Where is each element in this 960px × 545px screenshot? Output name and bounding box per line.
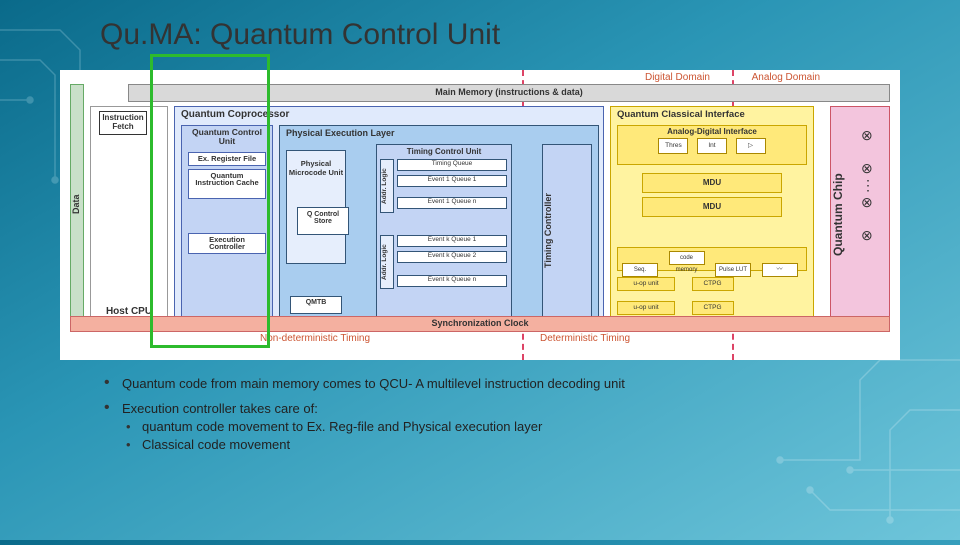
block-qcu: Quantum Control Unit Ex. Register File Q…	[181, 125, 273, 321]
label-digital-domain: Digital Domain	[645, 72, 710, 83]
block-adi: Analog-Digital Interface Thres Int ▷	[617, 125, 807, 165]
label-pel: Physical Execution Layer	[286, 128, 395, 138]
block-sync-clock: Synchronization Clock	[70, 316, 890, 332]
block-uop-unit: u-op unit	[617, 277, 675, 291]
bullet-item: Quantum code from main memory comes to Q…	[104, 376, 920, 391]
block-timing-queue: Timing Queue	[397, 159, 507, 171]
block-seq: Seq.	[622, 263, 658, 277]
block-main-memory: Main Memory (instructions & data)	[128, 84, 890, 102]
label-qcu: Quantum Control Unit	[182, 126, 272, 149]
block-addr-logic: Addr. Logic	[380, 235, 394, 289]
block-data-bus: Data	[70, 84, 84, 324]
label-deterministic: Deterministic Timing	[540, 333, 630, 344]
label-nondeterministic: Non-deterministic Timing	[260, 333, 370, 344]
block-int: Int	[697, 138, 727, 154]
sub-bullet-item: Classical code movement	[122, 437, 920, 452]
block-quantum-coprocessor: Quantum Coprocessor Quantum Control Unit…	[174, 106, 604, 324]
block-qcs: Q Control Store	[297, 207, 349, 235]
block-mdu: MDU	[642, 197, 782, 217]
block-tcu: Timing Control Unit Addr. Logic Timing Q…	[376, 144, 512, 318]
block-thres: Thres	[658, 138, 688, 154]
block-qmtb: QMTB	[290, 296, 342, 314]
block-qic: Quantum Instruction Cache	[188, 169, 266, 199]
sub-bullet-item: quantum code movement to Ex. Reg-file an…	[122, 419, 920, 434]
block-ex-register-file: Ex. Register File	[188, 152, 266, 166]
block-ctpg: CTPG	[692, 301, 734, 315]
label-adi: Analog-Digital Interface	[618, 126, 806, 137]
label-qci: Quantum Classical Interface	[617, 109, 745, 120]
block-sequencer: Seq. code memory Pulse LUT 〰	[617, 247, 807, 271]
waveform-icon: 〰	[762, 263, 798, 277]
bullet-list: Quantum code from main memory comes to Q…	[104, 376, 920, 462]
block-event-queue: Event 1 Queue n	[397, 197, 507, 209]
block-event-queue: Event k Queue n	[397, 275, 507, 287]
block-physical-execution-layer: Physical Execution Layer Physical Microc…	[279, 125, 599, 321]
slide: Qu.MA: Quantum Control Unit Digital Doma…	[0, 0, 960, 540]
block-mdu: MDU	[642, 173, 782, 193]
block-pmu: Physical Microcode Unit Q Control Store	[286, 150, 346, 264]
block-execution-controller: Execution Controller	[188, 233, 266, 255]
label-analog-domain: Analog Domain	[752, 72, 820, 83]
block-code-mem: code memory	[669, 251, 705, 265]
slide-title: Qu.MA: Quantum Control Unit	[100, 18, 500, 52]
label-tcu: Timing Control Unit	[377, 145, 511, 158]
block-addr-logic: Addr. Logic	[380, 159, 394, 213]
block-qci: Quantum Classical Interface Analog-Digit…	[610, 106, 814, 324]
architecture-diagram: Digital Domain Analog Domain Main Memory…	[60, 70, 900, 360]
label-qcoproc: Quantum Coprocessor	[181, 109, 289, 120]
block-host-cpu: Instruction Fetch Host CPU	[90, 106, 168, 324]
block-event-queue: Event k Queue 1	[397, 235, 507, 247]
block-quantum-chip: Quantum Chip ⊗⊗⋮⊗⊗	[830, 106, 890, 324]
amp-icon: ▷	[736, 138, 766, 154]
label-quantum-chip: Quantum Chip	[831, 107, 853, 323]
bullet-item: Execution controller takes care of: quan…	[104, 401, 920, 452]
block-timing-controller: Timing Controller	[542, 144, 592, 318]
block-pulse-lut: Pulse LUT	[715, 263, 751, 277]
block-ctpg: CTPG	[692, 277, 734, 291]
label-pmu: Physical Microcode Unit	[289, 159, 343, 177]
block-event-queue: Event 1 Queue 1	[397, 175, 507, 187]
bullet-text: Execution controller takes care of:	[122, 401, 318, 416]
mixer-icon: ⊗⊗⋮⊗⊗	[861, 127, 875, 244]
block-uop-unit: u-op unit	[617, 301, 675, 315]
block-instruction-fetch: Instruction Fetch	[99, 111, 147, 135]
block-event-queue: Event k Queue 2	[397, 251, 507, 263]
